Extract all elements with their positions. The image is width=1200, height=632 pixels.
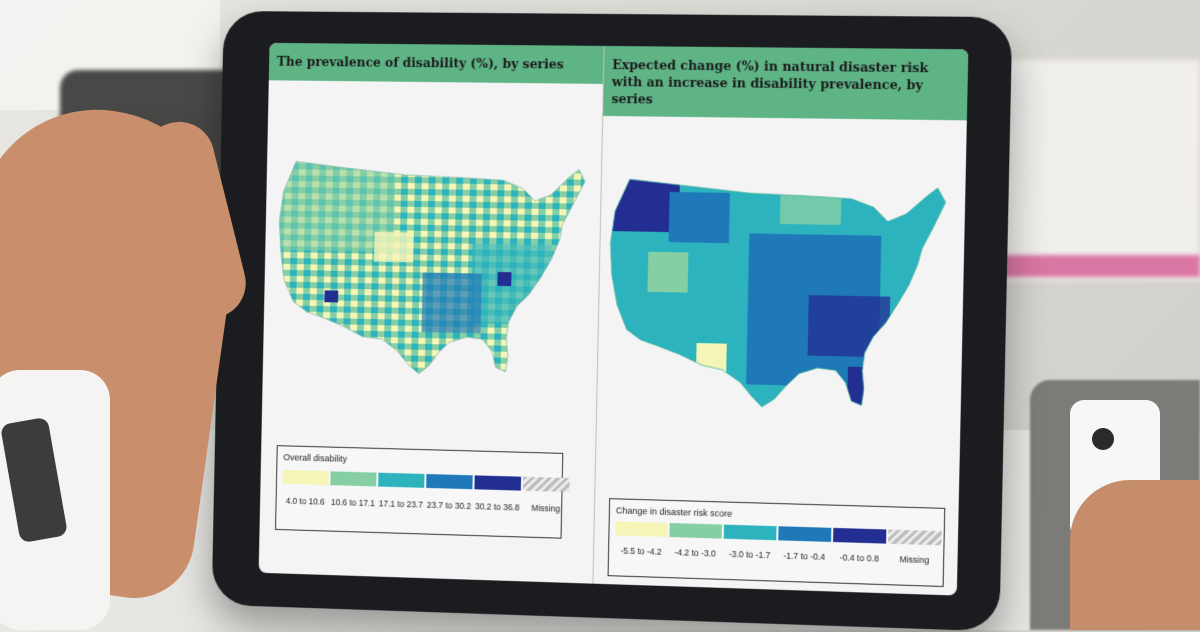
left-panel: The prevalence of disability (%), by ser… xyxy=(259,43,604,584)
legend-label: 23.7 to 30.2 xyxy=(426,500,472,511)
us-disaster-risk-map xyxy=(605,171,960,440)
tablet-screen: The prevalence of disability (%), by ser… xyxy=(259,43,969,596)
legend-label: Missing xyxy=(888,554,941,566)
legend-swatch xyxy=(378,473,424,488)
left-legend-title: Overall disability xyxy=(283,452,347,464)
legend-label: -5.5 to -4.2 xyxy=(615,545,667,557)
legend-label: 4.0 to 10.6 xyxy=(282,496,328,507)
legend-label: 30.2 to 36.8 xyxy=(474,501,521,512)
legend-label: -1.7 to -0.4 xyxy=(778,550,831,562)
legend-label: 10.6 to 17.1 xyxy=(330,497,376,508)
legend-label: -4.2 to -3.0 xyxy=(669,547,721,559)
camera-icon xyxy=(1092,428,1114,450)
legend-swatch xyxy=(615,521,667,537)
legend-label: 17.1 to 23.7 xyxy=(378,498,424,509)
legend-swatch xyxy=(724,525,777,541)
right-legend: Change in disaster risk score -5.5 to -4… xyxy=(608,498,946,587)
right-legend-labels: -5.5 to -4.2 -4.2 to -3.0 -3.0 to -1.7 -… xyxy=(615,545,941,565)
right-panel-title: Expected change (%) in natural disaster … xyxy=(611,56,960,111)
right-panel-header: Expected change (%) in natural disaster … xyxy=(603,46,968,120)
right-panel: Expected change (%) in natural disaster … xyxy=(593,46,968,596)
legend-label: -0.4 to 0.8 xyxy=(833,552,886,564)
legend-label: Missing xyxy=(522,503,569,514)
legend-swatch-missing xyxy=(888,530,942,546)
left-panel-title: The prevalence of disability (%), by ser… xyxy=(277,53,596,73)
legend-swatch-missing xyxy=(523,477,570,492)
legend-swatch xyxy=(330,471,376,486)
legend-swatch xyxy=(283,470,329,485)
us-disability-map xyxy=(274,151,594,405)
legend-swatch xyxy=(426,474,473,489)
left-legend-labels: 4.0 to 10.6 10.6 to 17.1 17.1 to 23.7 23… xyxy=(282,496,569,514)
right-legend-title: Change in disaster risk score xyxy=(616,505,733,518)
legend-swatch xyxy=(833,528,886,544)
tablet: The prevalence of disability (%), by ser… xyxy=(212,11,1013,632)
right-legend-swatches xyxy=(615,521,941,545)
legend-swatch xyxy=(778,526,831,542)
left-legend-swatches xyxy=(283,470,570,492)
legend-swatch xyxy=(669,523,722,539)
legend-label: -3.0 to -1.7 xyxy=(723,549,776,561)
right-hand xyxy=(1070,480,1200,630)
background-shelf xyxy=(980,60,1200,280)
legend-swatch xyxy=(474,475,521,490)
left-panel-header: The prevalence of disability (%), by ser… xyxy=(269,43,604,84)
left-legend: Overall disability 4.0 to 10.6 10.6 to 1… xyxy=(275,445,563,539)
